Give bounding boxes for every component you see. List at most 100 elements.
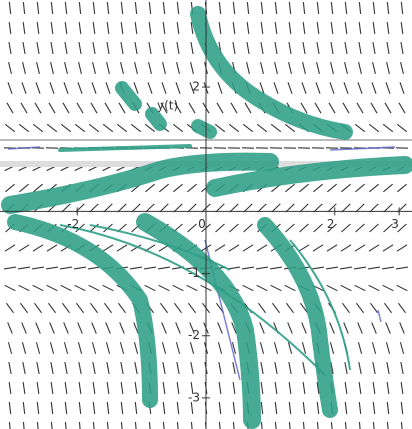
slope-segment bbox=[275, 62, 278, 74]
slope-segment bbox=[261, 402, 262, 414]
slope-segment bbox=[49, 103, 55, 113]
slope-segment bbox=[314, 224, 323, 232]
slope-segment bbox=[188, 303, 195, 313]
slope-segment bbox=[398, 303, 405, 313]
slope-segment bbox=[50, 82, 54, 93]
slope-segment bbox=[121, 42, 123, 54]
slope-segment bbox=[19, 245, 29, 251]
slope-segment bbox=[135, 422, 136, 429]
slope-segment bbox=[387, 382, 389, 394]
slope-segment bbox=[37, 402, 38, 414]
slope-segment bbox=[36, 82, 40, 93]
slope-segment bbox=[233, 382, 235, 394]
slope-segment bbox=[317, 22, 319, 34]
slope-segment bbox=[9, 402, 10, 414]
slope-segment bbox=[275, 42, 277, 54]
slope-segment bbox=[219, 402, 220, 414]
slope-segment bbox=[149, 22, 151, 34]
slope-segment bbox=[37, 42, 39, 54]
slope-segment bbox=[79, 42, 81, 54]
slope-segment bbox=[341, 285, 352, 290]
slope-segment bbox=[20, 303, 27, 313]
y-tick-label: 2 bbox=[192, 80, 200, 94]
slope-segment bbox=[303, 422, 304, 429]
slope-segment bbox=[258, 303, 265, 313]
slope-segment bbox=[121, 2, 122, 14]
slope-segment bbox=[354, 267, 366, 269]
slope-segment bbox=[359, 382, 361, 394]
slope-segment bbox=[215, 245, 225, 251]
slope-segment bbox=[289, 2, 290, 14]
slope-segment bbox=[191, 42, 193, 54]
slope-segment bbox=[345, 402, 346, 414]
slope-segment bbox=[345, 22, 347, 34]
slope-segment bbox=[358, 342, 361, 354]
slope-segment bbox=[344, 322, 349, 333]
slope-segment bbox=[218, 342, 221, 354]
slope-segment bbox=[162, 322, 167, 333]
slope-segment bbox=[103, 124, 113, 131]
slope-segment bbox=[134, 342, 137, 354]
slope-segment bbox=[384, 303, 391, 313]
slope-segment bbox=[271, 124, 281, 131]
x-tick-label: 0 bbox=[198, 217, 206, 231]
slope-segment bbox=[78, 82, 82, 93]
slope-segment bbox=[92, 322, 97, 333]
slope-segment bbox=[107, 362, 109, 374]
slope-segment bbox=[302, 82, 306, 93]
slope-segment bbox=[163, 42, 165, 54]
slope-segment bbox=[331, 42, 333, 54]
slope-segment bbox=[79, 22, 81, 34]
slope-segment bbox=[51, 362, 53, 374]
slope-segment bbox=[121, 402, 122, 414]
slope-segment bbox=[242, 267, 254, 269]
slope-segment bbox=[89, 285, 100, 290]
y-tick-label: -1 bbox=[188, 266, 200, 280]
slope-segment bbox=[317, 42, 319, 54]
slope-segment bbox=[135, 22, 137, 34]
slope-segment bbox=[89, 124, 99, 131]
slope-segment bbox=[289, 22, 291, 34]
slope-segment bbox=[369, 124, 379, 131]
slope-segment bbox=[163, 2, 164, 14]
slope-segment bbox=[65, 402, 66, 414]
slope-segment bbox=[383, 245, 393, 251]
slope-segment bbox=[274, 82, 278, 93]
slope-segment bbox=[177, 362, 179, 374]
slope-segment bbox=[61, 124, 71, 131]
slope-segment bbox=[34, 303, 41, 313]
slope-segment bbox=[93, 2, 94, 14]
slope-segment bbox=[106, 342, 109, 354]
slope-segment bbox=[35, 103, 41, 113]
slope-segment bbox=[289, 422, 290, 429]
slope-segment bbox=[148, 82, 152, 93]
slope-segment bbox=[289, 42, 291, 54]
slope-segment bbox=[359, 402, 360, 414]
slope-segment bbox=[47, 124, 57, 131]
slope-segment bbox=[369, 285, 380, 290]
slope-segment bbox=[387, 2, 388, 14]
slope-segment bbox=[344, 82, 348, 93]
slope-segment bbox=[23, 22, 25, 34]
slope-segment bbox=[173, 124, 183, 131]
slope-segment bbox=[400, 82, 404, 93]
slope-segment bbox=[312, 267, 324, 269]
slope-segment bbox=[216, 224, 225, 232]
slope-segment bbox=[317, 402, 318, 414]
slope-segment bbox=[23, 422, 24, 429]
slope-segment bbox=[399, 103, 405, 113]
slope-segment bbox=[144, 267, 156, 269]
slope-segment bbox=[331, 2, 332, 14]
slope-segment bbox=[355, 124, 365, 131]
slope-segment bbox=[51, 382, 53, 394]
slope-segment bbox=[46, 267, 58, 269]
slope-segment bbox=[191, 62, 194, 74]
slope-segment bbox=[51, 22, 53, 34]
slope-segment bbox=[261, 2, 262, 14]
slope-segment bbox=[330, 322, 335, 333]
slope-segment bbox=[163, 22, 165, 34]
slope-segment bbox=[317, 2, 318, 14]
slope-segment bbox=[219, 2, 220, 14]
slope-segment bbox=[303, 2, 304, 14]
slope-segment bbox=[370, 303, 377, 313]
